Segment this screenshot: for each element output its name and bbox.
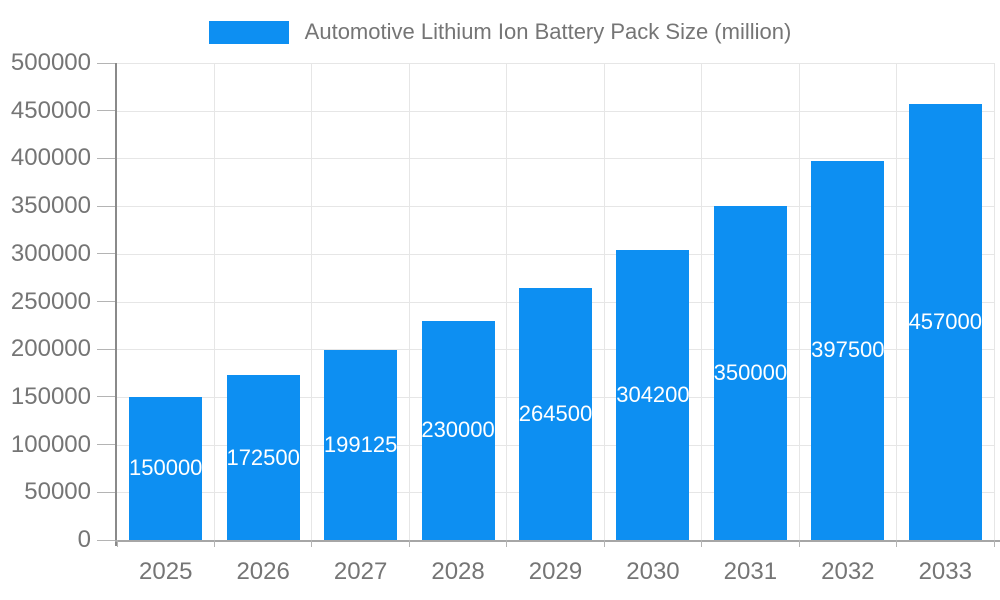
bar-2028[interactable]: 230000 <box>421 320 495 540</box>
y-tick-label: 200000 <box>10 335 91 363</box>
bar-2027[interactable]: 199125 <box>324 350 398 540</box>
x-tick-label-2031: 2031 <box>723 558 778 585</box>
x-tick-mark <box>603 540 605 547</box>
y-tick-label: 0 <box>77 526 91 553</box>
bar-value-label: 350000 <box>713 360 787 386</box>
bar-2030[interactable]: 304200 <box>616 249 690 540</box>
x-tick-label-2028: 2028 <box>431 558 485 585</box>
bar-value-label: 304200 <box>616 381 690 407</box>
y-tick-mark <box>97 62 117 64</box>
y-tick-label: 500000 <box>10 49 91 76</box>
plot-area: 150000 172500 199125 230000 264500 304200 3500… <box>115 63 1000 546</box>
legend: Automotive Lithium Ion Battery Pack Size… <box>0 19 1000 45</box>
x-tick-label-2033: 2033 <box>918 558 972 585</box>
x-tick-label-2027: 2027 <box>333 558 388 585</box>
x-tick-mark <box>798 540 800 547</box>
gridline-vertical <box>798 63 800 540</box>
gridline-vertical <box>311 63 313 540</box>
x-tick-mark <box>701 540 703 547</box>
gridline-vertical <box>603 63 605 540</box>
bar-2026[interactable]: 172500 <box>226 375 300 540</box>
gridline-horizontal <box>117 63 994 64</box>
x-tick-mark <box>408 540 410 547</box>
y-tick-mark <box>97 110 117 112</box>
y-tick-mark <box>97 157 117 159</box>
bar-value-label: 199125 <box>324 432 398 458</box>
y-axis-line <box>115 63 117 546</box>
gridline-horizontal <box>117 206 994 208</box>
y-tick-mark <box>97 205 117 207</box>
gridline-horizontal <box>117 110 994 112</box>
x-tick-mark <box>311 540 313 547</box>
x-tick-label-2029: 2029 <box>528 558 583 585</box>
gridline-vertical <box>408 63 410 540</box>
y-tick-mark <box>97 491 117 493</box>
x-tick-label-2032: 2032 <box>821 558 875 585</box>
x-tick-label-2026: 2026 <box>236 558 290 585</box>
y-tick-mark <box>97 301 117 302</box>
gridline-horizontal <box>117 158 994 160</box>
y-tick-mark <box>97 253 117 255</box>
x-tick-mark <box>993 540 995 547</box>
gridline-vertical <box>213 63 215 540</box>
y-tick-mark <box>97 539 117 541</box>
bar-value-label: 230000 <box>421 417 495 443</box>
y-tick-label: 150000 <box>10 382 91 410</box>
x-axis-line <box>115 540 1000 542</box>
bar-2029[interactable]: 264500 <box>518 287 593 540</box>
x-tick-mark <box>896 540 898 547</box>
y-tick-mark <box>97 444 117 446</box>
gridline-vertical <box>701 63 703 540</box>
legend-label: Automotive Lithium Ion Battery Pack Size… <box>304 19 792 44</box>
bar-2025[interactable]: 150000 <box>129 396 203 540</box>
x-tick-label-2025: 2025 <box>139 558 193 585</box>
bar-value-label: 150000 <box>129 455 203 481</box>
y-tick-label: 350000 <box>10 192 91 220</box>
y-tick-label: 450000 <box>10 96 91 124</box>
y-tick-label: 50000 <box>24 478 91 506</box>
x-tick-mark <box>213 540 215 547</box>
y-tick-label: 400000 <box>10 144 91 172</box>
x-tick-mark <box>116 540 118 547</box>
bar-value-label: 264500 <box>518 400 593 426</box>
y-tick-label: 250000 <box>10 287 91 315</box>
bar-2032[interactable]: 397500 <box>811 160 885 540</box>
x-tick-mark <box>506 540 508 547</box>
y-tick-label: 100000 <box>10 430 91 458</box>
y-tick-mark <box>97 348 117 350</box>
bar-value-label: 172500 <box>226 444 300 470</box>
x-axis: 2025 2026 2027 2028 2029 2030 2031 2032 2033 <box>116 540 995 600</box>
y-tick-label: 300000 <box>10 239 91 267</box>
bar-2033[interactable]: 457000 <box>908 104 982 540</box>
bar-2031[interactable]: 350000 <box>713 206 787 540</box>
bar-value-label: 457000 <box>908 309 982 335</box>
gridline-vertical <box>896 63 898 540</box>
x-tick-label-2030: 2030 <box>626 558 680 585</box>
y-tick-mark <box>97 396 117 398</box>
gridline-horizontal <box>117 253 994 255</box>
gridline-vertical <box>993 63 995 540</box>
y-axis: 0 50000 100000 150000 200000 250000 300000 3500… <box>0 49 117 553</box>
gridline-vertical <box>506 63 508 540</box>
legend-item[interactable]: Automotive Lithium Ion Battery Pack Size… <box>208 19 792 45</box>
legend-swatch <box>208 20 289 44</box>
bar-value-label: 397500 <box>811 337 885 363</box>
